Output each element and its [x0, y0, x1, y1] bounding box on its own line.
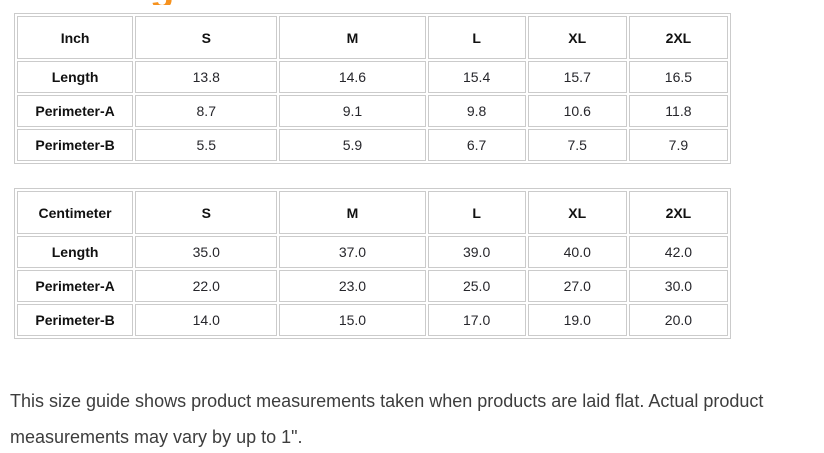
- value-cell: 15.0: [279, 304, 426, 336]
- size-header-cell: M: [279, 16, 426, 59]
- size-header-cell: 2XL: [628, 16, 728, 59]
- size-header-cell: XL: [527, 191, 627, 234]
- table-row: Perimeter-A 8.7 9.1 9.8 10.6 11.8: [17, 95, 728, 127]
- size-header-cell: L: [427, 16, 526, 59]
- size-guide-table-centimeter: Centimeter S M L XL 2XL Length 35.0 37.0…: [14, 188, 731, 339]
- value-cell: 7.9: [628, 129, 728, 161]
- table-row: Length 13.8 14.6 15.4 15.7 16.5: [17, 61, 728, 93]
- table-row: Perimeter-B 14.0 15.0 17.0 19.0 20.0: [17, 304, 728, 336]
- value-cell: 8.7: [135, 95, 278, 127]
- table-row: Perimeter-A 22.0 23.0 25.0 27.0 30.0: [17, 270, 728, 302]
- value-cell: 22.0: [135, 270, 278, 302]
- value-cell: 17.0: [427, 304, 526, 336]
- value-cell: 42.0: [628, 236, 728, 268]
- value-cell: 15.7: [527, 61, 627, 93]
- value-cell: 16.5: [628, 61, 728, 93]
- row-label-cell: Length: [17, 61, 134, 93]
- value-cell: 5.9: [279, 129, 426, 161]
- value-cell: 19.0: [527, 304, 627, 336]
- size-header-cell: M: [279, 191, 426, 234]
- value-cell: 39.0: [427, 236, 526, 268]
- size-header-cell: S: [135, 16, 278, 59]
- size-header-cell: S: [135, 191, 278, 234]
- value-cell: 13.8: [135, 61, 278, 93]
- value-cell: 20.0: [628, 304, 728, 336]
- value-cell: 35.0: [135, 236, 278, 268]
- size-guide-table-inch: Inch S M L XL 2XL Length 13.8 14.6 15.4 …: [14, 13, 731, 164]
- table-header-row: Inch S M L XL 2XL: [17, 16, 728, 59]
- value-cell: 23.0: [279, 270, 426, 302]
- value-cell: 5.5: [135, 129, 278, 161]
- note-paragraph: This size guide shows product measuremen…: [10, 383, 824, 453]
- value-cell: 14.6: [279, 61, 426, 93]
- value-cell: 40.0: [527, 236, 627, 268]
- value-cell: 11.8: [628, 95, 728, 127]
- size-header-cell: 2XL: [628, 191, 728, 234]
- value-cell: 15.4: [427, 61, 526, 93]
- table-header-row: Centimeter S M L XL 2XL: [17, 191, 728, 234]
- size-header-cell: XL: [527, 16, 627, 59]
- note-line: measurements may vary by up to 1".: [10, 427, 303, 447]
- table-row: Perimeter-B 5.5 5.9 6.7 7.5 7.9: [17, 129, 728, 161]
- value-cell: 9.1: [279, 95, 426, 127]
- row-label-cell: Length: [17, 236, 134, 268]
- row-label-cell: Perimeter-A: [17, 270, 134, 302]
- note-line: This size guide shows product measuremen…: [10, 391, 764, 411]
- value-cell: 7.5: [527, 129, 627, 161]
- table-row: Length 35.0 37.0 39.0 40.0 42.0: [17, 236, 728, 268]
- row-label-cell: Perimeter-A: [17, 95, 134, 127]
- value-cell: 14.0: [135, 304, 278, 336]
- row-label-cell: Perimeter-B: [17, 129, 134, 161]
- value-cell: 10.6: [527, 95, 627, 127]
- value-cell: 9.8: [427, 95, 526, 127]
- section-heading-clipped: g: [0, 0, 824, 5]
- value-cell: 27.0: [527, 270, 627, 302]
- heading-letter-fragment: g: [150, 0, 174, 5]
- row-label-cell: Perimeter-B: [17, 304, 134, 336]
- value-cell: 30.0: [628, 270, 728, 302]
- value-cell: 25.0: [427, 270, 526, 302]
- unit-header-cell: Inch: [17, 16, 134, 59]
- value-cell: 6.7: [427, 129, 526, 161]
- size-header-cell: L: [427, 191, 526, 234]
- unit-header-cell: Centimeter: [17, 191, 134, 234]
- value-cell: 37.0: [279, 236, 426, 268]
